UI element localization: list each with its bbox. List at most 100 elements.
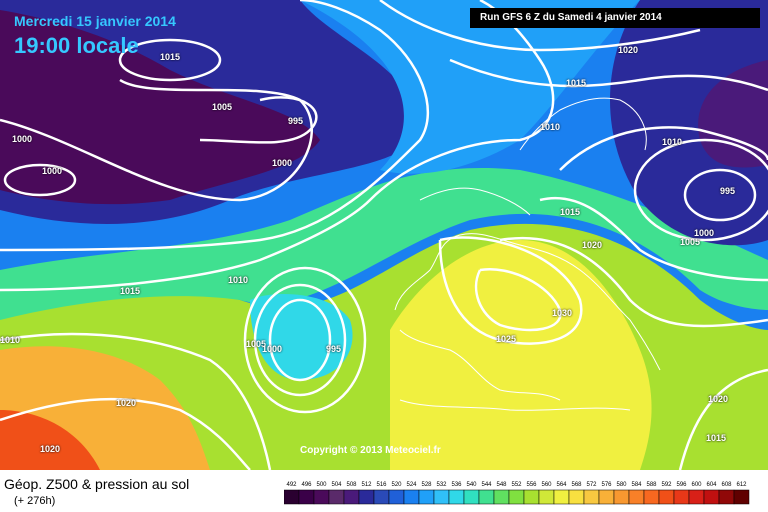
legend-value-536: 536 — [451, 482, 462, 488]
lead-time: (+ 276h) — [14, 495, 56, 507]
isobar-label-1020-ne: 1020 — [618, 45, 639, 55]
isobars — [0, 0, 768, 470]
field-yellow-region — [390, 240, 652, 470]
legend-swatch-496 — [298, 489, 315, 505]
legend-swatch-584 — [628, 489, 645, 505]
isobar-label-1010-w: 1010 — [0, 335, 21, 345]
legend-value-612: 612 — [736, 482, 747, 488]
legend-value-568: 568 — [571, 482, 582, 488]
legend-swatch-576 — [598, 489, 615, 505]
coastline-africa — [399, 399, 631, 411]
legend-swatch-528 — [418, 489, 435, 505]
legend-swatch-560 — [538, 489, 555, 505]
legend-value-544: 544 — [481, 482, 492, 488]
isobar-label-1025: 1025 — [496, 334, 517, 344]
legend-swatch-504 — [328, 489, 345, 505]
legend-value-496: 496 — [301, 482, 312, 488]
legend-swatch-540 — [463, 489, 480, 505]
isobar-label-1015-ne: 1015 — [566, 78, 587, 88]
isobar-label-1020-se: 1020 — [708, 394, 729, 404]
legend-swatch-612 — [733, 489, 750, 505]
isobar-label-1010-e: 1010 — [662, 137, 683, 147]
forecast-date: Mercredi 15 janvier 2014 — [14, 13, 176, 29]
isobar-label-1000-w2: 1000 — [42, 166, 63, 176]
legend-value-592: 592 — [661, 482, 672, 488]
legend-swatch-520 — [388, 489, 405, 505]
legend-value-604: 604 — [706, 482, 717, 488]
legend-value-528: 528 — [421, 482, 432, 488]
legend-value-532: 532 — [436, 482, 447, 488]
legend-swatch-592 — [658, 489, 675, 505]
legend-swatch-604 — [703, 489, 720, 505]
legend-value-500: 500 — [316, 482, 327, 488]
field-cyan-band — [300, 0, 640, 174]
isobar-1015-wide — [0, 0, 555, 292]
legend-swatch-600 — [688, 489, 705, 505]
isobar-label-1010-c: 1010 — [228, 275, 249, 285]
isobar-1015-nw-ring — [118, 38, 222, 82]
isobar-ne-ring-2 — [633, 138, 768, 242]
weather-map — [0, 0, 768, 470]
legend-value-580: 580 — [616, 482, 627, 488]
legend-swatch-536 — [448, 489, 465, 505]
isobar-1015-east — [539, 196, 768, 282]
legend-value-508: 508 — [346, 482, 357, 488]
legend-value-572: 572 — [586, 482, 597, 488]
isobar-1015-sw — [0, 332, 272, 470]
copyright-notice: Copyright © 2013 Meteociel.fr — [300, 445, 441, 456]
legend-value-548: 548 — [496, 482, 507, 488]
isobar-label-1000-c: 1000 — [272, 158, 293, 168]
isobar-1005-n — [0, 78, 313, 202]
legend-swatch-524 — [403, 489, 420, 505]
isobar-low-ring-2 — [253, 283, 347, 397]
legend-swatch-492 — [284, 489, 300, 505]
legend-swatch-580 — [613, 489, 630, 505]
legend-swatch-532 — [433, 489, 450, 505]
isobar-label-1015-se: 1015 — [706, 433, 727, 443]
coastline-europe — [394, 187, 661, 401]
legend-swatch-596 — [673, 489, 690, 505]
legend-value-516: 516 — [376, 482, 387, 488]
isobar-label-1015-nw: 1015 — [160, 52, 181, 62]
isobar-label-1005-n: 1005 — [212, 102, 233, 112]
isobar-1020-se — [678, 368, 768, 470]
isobar-label-1005-e: 1005 — [680, 237, 701, 247]
legend-value-596: 596 — [676, 482, 687, 488]
isobar-label-995-e: 995 — [720, 186, 736, 196]
isobar-1020-east — [499, 236, 768, 328]
isobar-label-1020-s: 1020 — [40, 444, 61, 454]
legend-value-520: 520 — [391, 482, 402, 488]
isobar-label-1030: 1030 — [552, 308, 573, 318]
isobar-low-ring-3 — [243, 266, 367, 414]
map-caption: Géop. Z500 & pression au sol — [4, 476, 190, 492]
isobar-1030-loop — [474, 267, 562, 332]
legend-swatch-544 — [478, 489, 495, 505]
coastline-scandinavia — [519, 97, 647, 151]
legend-value-564: 564 — [556, 482, 567, 488]
legend-value-560: 560 — [541, 482, 552, 488]
legend-swatch-556 — [523, 489, 540, 505]
isobar-low-ring-1 — [268, 298, 332, 382]
legend-swatch-552 — [508, 489, 525, 505]
legend-swatch-608 — [718, 489, 735, 505]
isobar-label-1020-sw: 1020 — [116, 398, 137, 408]
isobar-ne-ring-1 — [683, 168, 757, 222]
legend-value-524: 524 — [406, 482, 417, 488]
isobar-label-1000-e: 1000 — [694, 228, 715, 238]
legend-swatch-508 — [343, 489, 360, 505]
isobar-label-1020-c: 1020 — [582, 240, 603, 250]
isobar-1000-n — [199, 96, 318, 144]
run-info-box — [470, 8, 760, 28]
field-northeast-low — [610, 0, 768, 246]
isobar-label-1005-l: 1005 — [246, 339, 267, 349]
isobar-label-1010-ne: 1010 — [540, 122, 561, 132]
legend-value-600: 600 — [691, 482, 702, 488]
legend-swatch-516 — [373, 489, 390, 505]
isobar-1015-top — [449, 58, 768, 92]
legend-value-492: 492 — [286, 482, 297, 488]
legend-swatch-548 — [493, 489, 510, 505]
legend-value-512: 512 — [361, 482, 372, 488]
legend-value-540: 540 — [466, 482, 477, 488]
isobar-label-1000-l: 1000 — [262, 344, 283, 354]
isobar-label-1015-w: 1015 — [120, 286, 141, 296]
